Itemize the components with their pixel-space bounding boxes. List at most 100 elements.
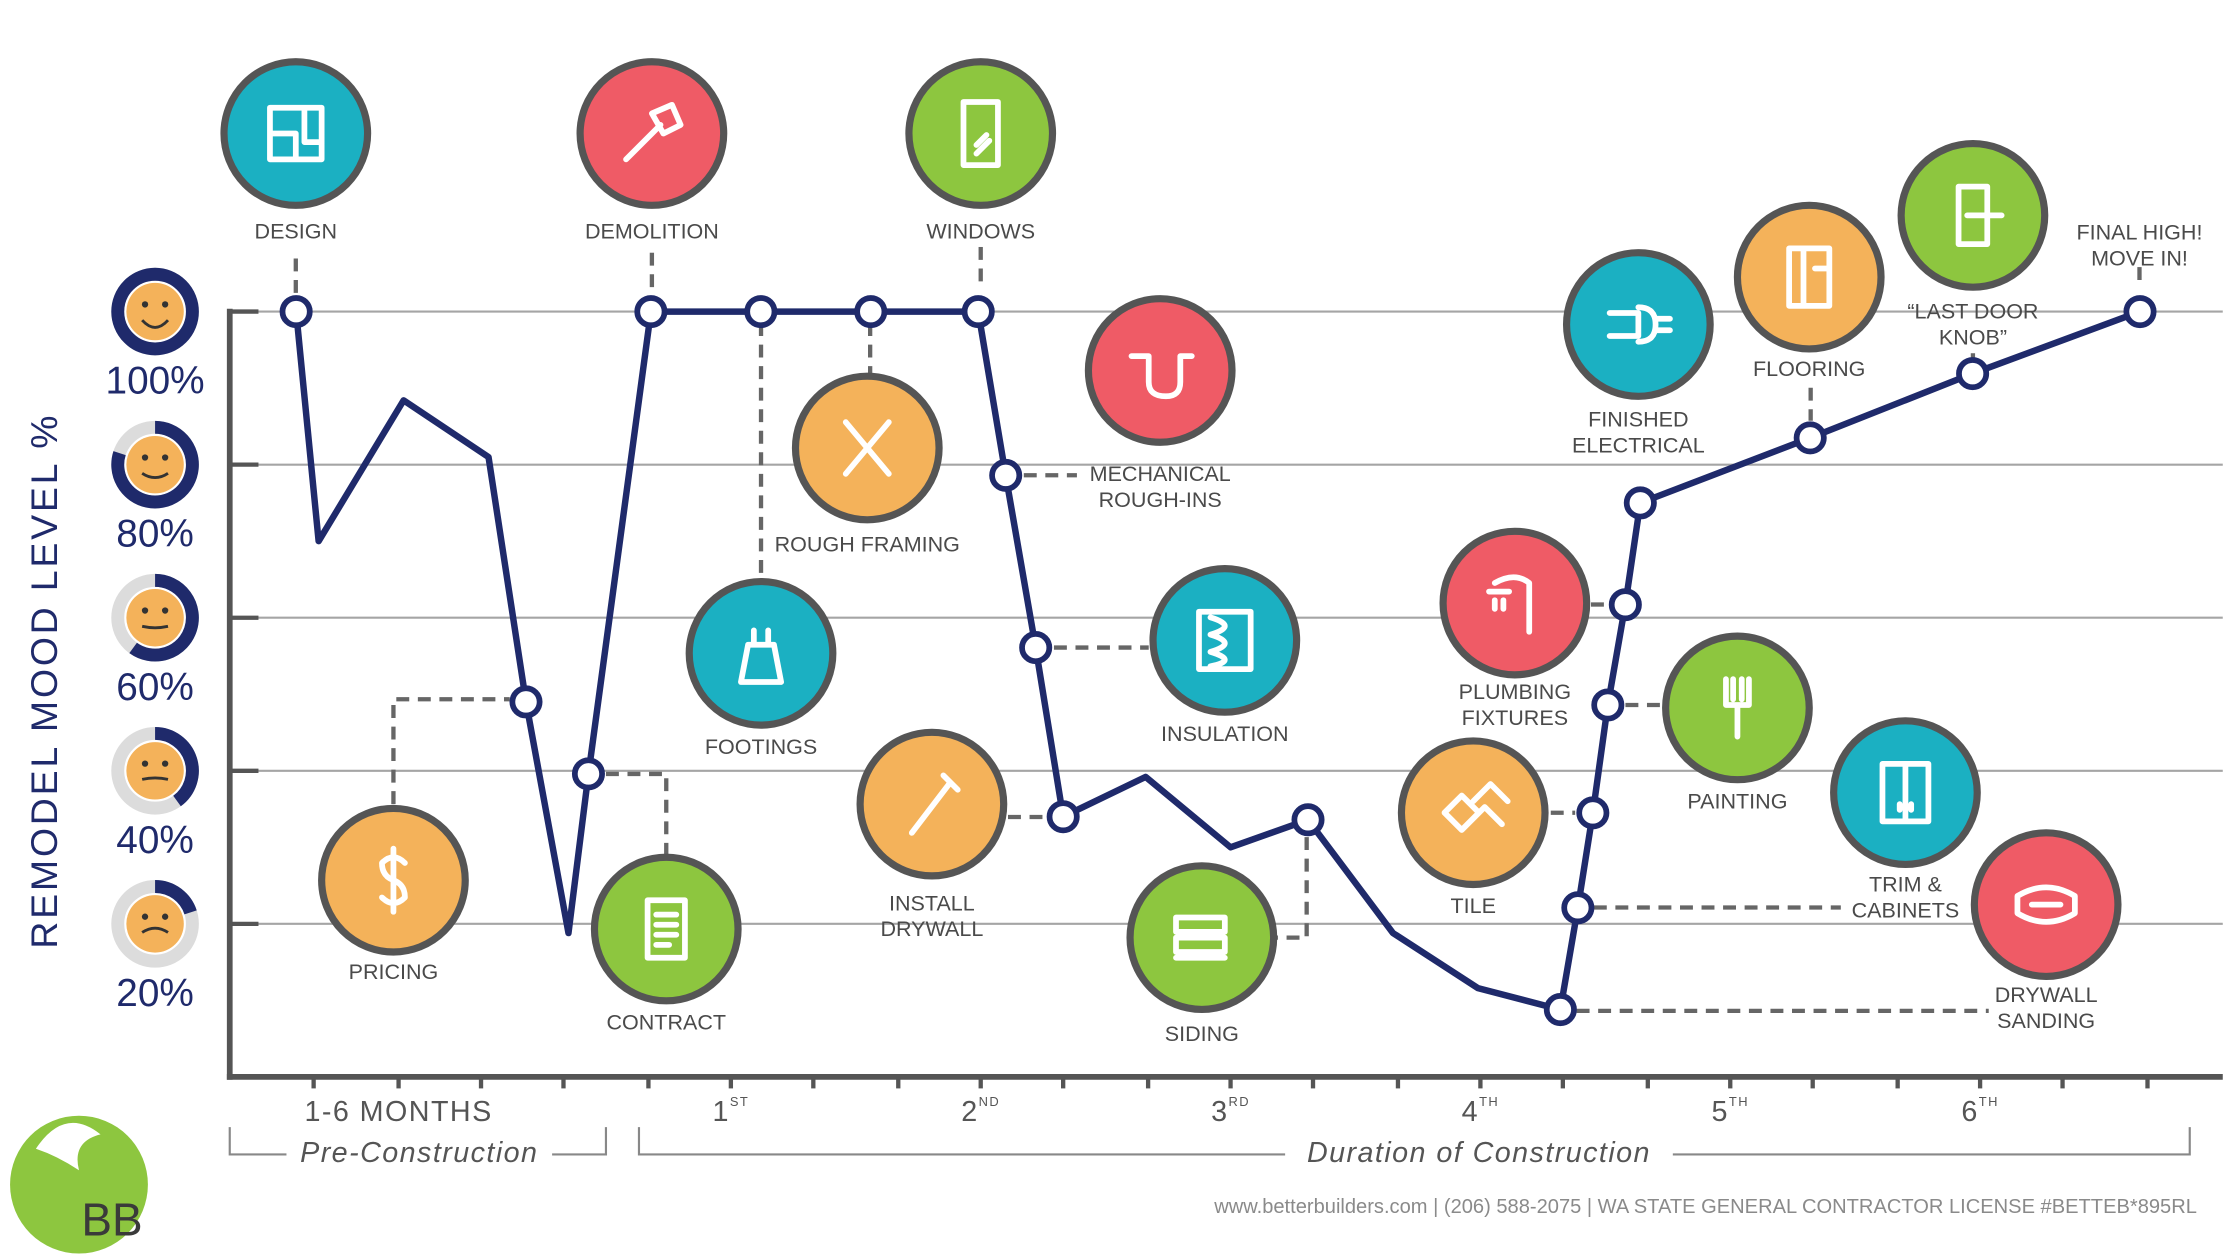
group-label: Pre-Construction xyxy=(300,1137,538,1169)
x-tick-text: 1-6 MONTHS xyxy=(304,1095,492,1127)
milestone-label: DEMOLITION xyxy=(585,219,719,243)
milestone-marker xyxy=(989,458,1023,492)
x-tick-text: 4 xyxy=(1462,1095,1479,1127)
y-tick-label: 40% xyxy=(116,819,194,862)
face xyxy=(126,742,184,800)
face-mouth xyxy=(141,776,169,781)
icon-glyph xyxy=(1128,353,1195,400)
face-mouth xyxy=(141,472,169,480)
x-tick-label: 6TH xyxy=(1961,1094,1998,1127)
milestone-label: CONTRACT xyxy=(606,1010,726,1034)
icon-badge xyxy=(1397,737,1549,889)
milestone-label: ROUGH FRAMING xyxy=(775,532,960,556)
milestone-label: PAINTING xyxy=(1687,789,1787,813)
face-ring xyxy=(111,420,199,509)
milestone-label: DRYWALL xyxy=(880,917,983,941)
x-tick-label: 3RD xyxy=(1211,1094,1250,1127)
milestone-label: TRIM & xyxy=(1869,873,1943,897)
milestone-label: “LAST DOOR xyxy=(1907,300,2038,324)
face-ring xyxy=(154,880,197,915)
icon-glyph xyxy=(738,627,784,685)
icon-badge xyxy=(1439,527,1591,679)
face-eye xyxy=(141,607,149,614)
face-eye xyxy=(161,454,169,461)
x-tick-sup: TH xyxy=(1479,1094,1499,1109)
milestone-marker xyxy=(2123,295,2157,329)
face-ring xyxy=(129,573,199,662)
milestone-marker xyxy=(279,295,313,329)
milestone-marker xyxy=(854,295,888,329)
milestone-label: FINISHED xyxy=(1588,407,1688,431)
face-eye xyxy=(161,913,169,920)
milestone-label: ROUGH-INS xyxy=(1099,488,1222,512)
x-tick-sup: ND xyxy=(979,1094,1001,1109)
footer: www.betterbuilders.com | (206) 588-2075 … xyxy=(1213,1196,2197,1218)
face-eye xyxy=(141,913,149,920)
connector xyxy=(1275,837,1309,940)
milestone-label: CABINETS xyxy=(1852,898,1960,922)
connector xyxy=(605,771,669,855)
x-tick-sup: TH xyxy=(1979,1094,1999,1109)
icon-badge xyxy=(685,577,837,729)
milestone-marker xyxy=(509,685,543,719)
milestone-label: DESIGN xyxy=(255,219,337,243)
face-eye xyxy=(141,760,149,767)
icon-glyph xyxy=(1723,676,1752,740)
y-tick-label: 60% xyxy=(116,666,194,709)
face-eye xyxy=(141,301,149,308)
milestone-marker xyxy=(1019,631,1053,665)
icon-glyph xyxy=(267,104,325,163)
face-eye xyxy=(161,607,169,614)
face-mouth xyxy=(141,624,169,630)
milestone-label: INSULATION xyxy=(1161,722,1289,746)
face-ring xyxy=(111,267,199,356)
x-tick-sup: ST xyxy=(730,1094,749,1109)
icon-glyph xyxy=(1441,781,1511,833)
milestone-label: SANDING xyxy=(1997,1009,2095,1033)
milestone-label: PLUMBING xyxy=(1459,680,1571,704)
icon-glyph xyxy=(2014,884,2078,925)
milestone-label: DRYWALL xyxy=(1995,983,2098,1007)
milestone-marker xyxy=(744,295,778,329)
milestone-marker xyxy=(1046,800,1080,834)
face-mouth xyxy=(141,319,170,329)
milestone-marker xyxy=(1793,421,1827,455)
mood-line xyxy=(292,308,2142,1013)
icon-glyph xyxy=(1173,914,1228,961)
connector xyxy=(391,697,510,805)
logo-text: BB xyxy=(81,1194,142,1246)
x-tick-label: 2ND xyxy=(961,1094,1000,1127)
icon-badge xyxy=(1084,295,1236,446)
face-eye xyxy=(161,760,169,767)
logo-leaf xyxy=(35,1122,101,1171)
face-eye xyxy=(141,454,149,461)
x-tick-text: 3 xyxy=(1211,1095,1228,1127)
milestone-label: MECHANICAL xyxy=(1090,462,1231,486)
x-tick-text: 2 xyxy=(961,1095,978,1127)
y-axis-title: REMODEL MOOD LEVEL % xyxy=(23,413,65,949)
x-tick-label: 5TH xyxy=(1712,1094,1749,1127)
milestone-marker xyxy=(1561,891,1595,925)
milestone-label: FINAL HIGH! xyxy=(2077,221,2203,245)
x-tick-text: 6 xyxy=(1961,1095,1978,1127)
milestone-marker xyxy=(961,295,995,329)
milestone-marker xyxy=(571,757,605,791)
milestone-label: SIDING xyxy=(1165,1022,1239,1046)
group-label: Duration of Construction xyxy=(1307,1137,1651,1169)
milestone-marker xyxy=(1591,688,1625,722)
milestone-marker xyxy=(1623,486,1657,520)
icon-glyph xyxy=(623,101,684,163)
icon-glyph xyxy=(1606,304,1673,345)
y-tick-label: 100% xyxy=(106,360,205,403)
milestone-label: ELECTRICAL xyxy=(1572,433,1705,457)
icon-glyph xyxy=(1879,761,1932,825)
icon-glyph xyxy=(379,845,408,915)
milestone-label: WINDOWS xyxy=(926,219,1035,243)
group-bracket xyxy=(637,1127,2191,1156)
face-mouth xyxy=(141,926,169,934)
icon-glyph xyxy=(1196,608,1254,673)
face xyxy=(126,435,184,494)
icon-badge xyxy=(1733,201,1885,353)
icon-glyph xyxy=(1486,574,1533,635)
